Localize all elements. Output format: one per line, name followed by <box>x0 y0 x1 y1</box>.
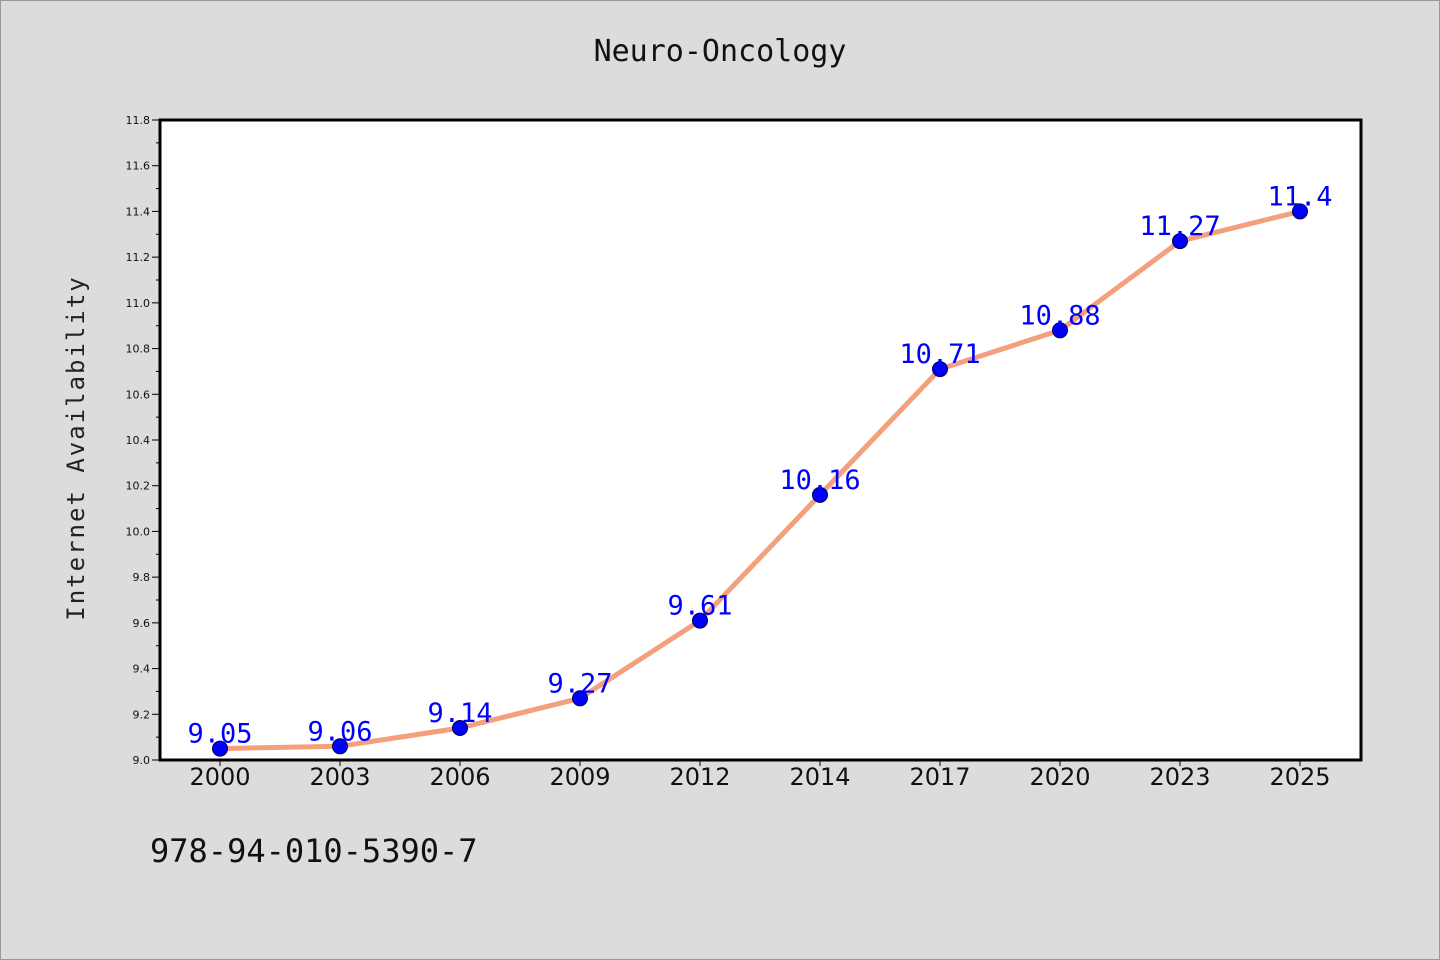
y-tick-label: 10.6 <box>126 388 151 401</box>
data-point <box>1292 203 1308 220</box>
y-tick-label: 11.6 <box>126 160 151 173</box>
data-point <box>212 740 228 757</box>
data-label: 9.61 <box>667 591 732 622</box>
x-tick-label: 2012 <box>669 763 730 791</box>
x-tick-label: 2023 <box>1149 763 1210 791</box>
y-tick-label: 10.4 <box>126 434 151 447</box>
data-point <box>1172 233 1188 250</box>
x-axis: 2000 2003 2006 2009 2012 2014 2017 2020 2023 2025 <box>189 760 1331 791</box>
y-tick-label: 10.2 <box>126 480 151 493</box>
data-label: 9.14 <box>427 698 492 729</box>
y-axis: 9.0 9.2 9.4 9.6 9.8 10.0 10.2 10.4 10.6 10.8 11.0 1… <box>126 114 160 767</box>
y-tick-label: 9.6 <box>133 617 151 630</box>
x-tick-label: 2000 <box>189 763 250 791</box>
y-tick-label: 9.2 <box>133 708 151 721</box>
y-tick-label: 10.0 <box>126 525 151 538</box>
y-tick-label: 9.8 <box>133 571 151 584</box>
y-tick-label: 11.8 <box>126 114 151 127</box>
x-tick-label: 2006 <box>429 763 490 791</box>
y-tick-label: 11.0 <box>126 297 151 310</box>
footer-code: 978-94-010-5390-7 <box>150 832 478 870</box>
series-line <box>217 208 1303 752</box>
x-tick-label: 2009 <box>549 763 610 791</box>
x-tick-label: 2025 <box>1269 763 1330 791</box>
data-label: 10.16 <box>779 465 860 496</box>
data-point <box>932 361 948 378</box>
data-point <box>572 690 588 707</box>
data-point <box>332 738 348 755</box>
data-label: 9.05 <box>187 719 252 750</box>
y-axis-label: Internet Availability <box>62 275 90 620</box>
data-label: 11.4 <box>1267 181 1332 212</box>
y-tick-label: 9.0 <box>133 754 151 767</box>
data-point <box>1052 322 1068 339</box>
y-tick-label: 9.4 <box>133 663 151 676</box>
data-label: 10.88 <box>1019 300 1100 331</box>
data-label: 11.27 <box>1139 211 1220 242</box>
data-label: 9.27 <box>547 668 612 699</box>
chart-title: Neuro-Oncology <box>593 34 847 69</box>
data-point <box>812 486 828 503</box>
plot-area <box>158 118 1363 762</box>
data-point <box>692 612 708 629</box>
data-labels: 9.05 9.06 9.14 9.27 9.61 10.16 10.71 10.88 11.27… <box>187 181 1332 749</box>
x-tick-label: 2017 <box>909 763 970 791</box>
series-group <box>212 203 1308 757</box>
y-tick-label: 10.8 <box>126 343 151 356</box>
x-tick-label: 2003 <box>309 763 370 791</box>
y-tick-label: 11.2 <box>126 251 151 264</box>
x-tick-label: 2014 <box>789 763 850 791</box>
data-label: 9.06 <box>307 716 372 747</box>
y-tick-label: 11.4 <box>126 205 151 218</box>
x-tick-label: 2020 <box>1029 763 1090 791</box>
data-label: 10.71 <box>899 339 980 370</box>
data-point <box>452 720 468 736</box>
